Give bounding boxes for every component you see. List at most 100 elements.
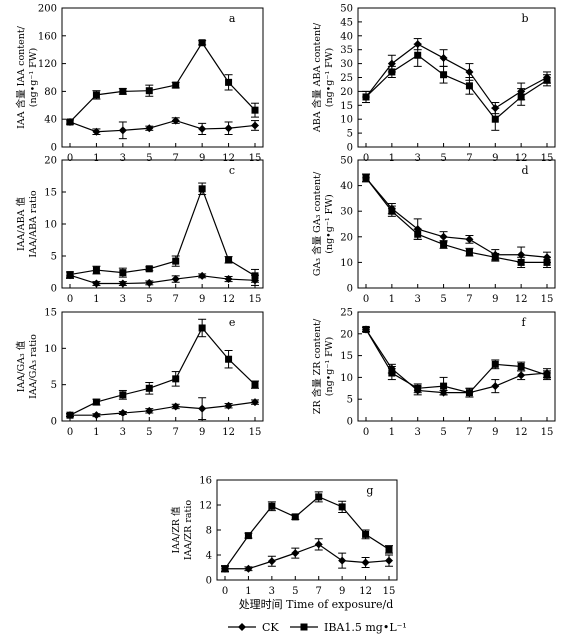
- data-point: [251, 121, 259, 130]
- data-point: [119, 269, 127, 277]
- y-tick-label: 8: [206, 526, 212, 537]
- data-point: [92, 398, 100, 406]
- y-axis-label: (ng•g⁻¹ FW): [28, 48, 39, 108]
- series-ck: [362, 325, 551, 398]
- x-tick-label: 9: [199, 294, 205, 305]
- data-point: [491, 360, 499, 368]
- data-point: [315, 493, 323, 501]
- x-tick-label: 0: [67, 153, 73, 164]
- y-tick-label: 5: [51, 380, 57, 391]
- y-tick-label: 50: [340, 4, 353, 15]
- data-point: [66, 411, 74, 419]
- series-iba: [362, 173, 551, 269]
- data-point: [465, 235, 474, 244]
- x-tick-label: 5: [146, 427, 152, 438]
- data-point: [221, 565, 229, 573]
- series-line: [69, 326, 256, 416]
- panel-letter: g: [366, 484, 373, 497]
- legend-iba-square-icon: [300, 623, 308, 631]
- series-line: [365, 329, 548, 394]
- y-tick-label: 25: [340, 73, 353, 84]
- data-point: [118, 279, 127, 288]
- data-point: [491, 382, 500, 391]
- legend: CK IBA1.5 mg•L⁻¹: [228, 621, 407, 634]
- series-iba: [66, 182, 259, 283]
- data-point: [172, 257, 180, 265]
- series-line: [365, 43, 548, 109]
- y-axis-label: GA₃ 含量 GA₃ content/: [311, 171, 323, 276]
- data-point: [338, 503, 346, 511]
- y-tick-label: 35: [340, 45, 353, 56]
- x-tick-label: 3: [415, 153, 421, 164]
- x-tick-label: 3: [120, 427, 126, 438]
- x-tick-label: 5: [146, 153, 152, 164]
- series-ck: [362, 173, 551, 263]
- data-point: [387, 59, 396, 68]
- y-axis-label: IAA/GA₃ ratio: [28, 334, 39, 399]
- data-point: [267, 557, 276, 566]
- data-point: [361, 558, 370, 567]
- x-tick-label: 0: [363, 153, 369, 164]
- y-tick-label: 10: [340, 373, 353, 384]
- data-point: [338, 556, 347, 565]
- y-tick-label: 200: [38, 4, 57, 15]
- data-point: [119, 87, 127, 95]
- y-tick-label: 25: [340, 308, 353, 319]
- plot-frame: [61, 159, 264, 289]
- data-point: [414, 51, 422, 59]
- y-axis-label: IAA/ABA 值: [15, 197, 27, 251]
- y-tick-label: 5: [347, 129, 353, 140]
- y-axis-label: IAA 含量 IAA content/: [15, 25, 27, 129]
- y-tick-label: 40: [44, 115, 57, 126]
- data-point: [491, 253, 499, 261]
- x-tick-label: 7: [173, 427, 179, 438]
- x-tick-label: 9: [492, 294, 498, 305]
- data-point: [92, 411, 101, 420]
- y-axis-label: IAA/ABA ratio: [28, 190, 39, 257]
- data-point: [66, 118, 74, 126]
- series-iba: [362, 325, 551, 398]
- data-point: [244, 532, 252, 540]
- y-tick-label: 30: [340, 59, 353, 70]
- y-tick-label: 0: [51, 284, 57, 295]
- data-point: [92, 127, 101, 136]
- y-tick-label: 10: [44, 220, 57, 231]
- data-point: [119, 391, 127, 399]
- y-tick-label: 5: [347, 395, 353, 406]
- x-tick-label: 5: [440, 294, 446, 305]
- data-point: [543, 258, 551, 266]
- x-tick-label: 7: [173, 153, 179, 164]
- series-line: [69, 274, 256, 285]
- y-tick-label: 160: [38, 31, 57, 42]
- data-point: [198, 39, 206, 47]
- data-point: [362, 93, 370, 101]
- series-line: [70, 401, 256, 416]
- panel-letter: f: [522, 316, 527, 329]
- data-point: [145, 278, 154, 287]
- series-line: [69, 187, 256, 277]
- series-iba: [362, 43, 551, 131]
- plot-frame: [61, 311, 264, 422]
- x-tick-label: 3: [269, 586, 275, 597]
- data-point: [118, 409, 127, 418]
- y-tick-label: 0: [347, 284, 353, 295]
- x-tick-label: 5: [292, 586, 298, 597]
- data-point: [171, 275, 180, 284]
- x-tick-label: 15: [541, 153, 554, 164]
- y-axis-label: IAA/ZR 值: [170, 506, 182, 553]
- data-point: [465, 82, 473, 90]
- data-point: [440, 71, 448, 79]
- data-point: [414, 384, 422, 392]
- data-point: [145, 406, 154, 415]
- x-tick-label: 9: [492, 153, 498, 164]
- series-line: [69, 119, 256, 133]
- y-tick-label: 0: [51, 417, 57, 428]
- series-line: [365, 329, 548, 394]
- x-tick-label: 9: [199, 427, 205, 438]
- data-point: [225, 256, 233, 264]
- data-point: [66, 271, 74, 279]
- data-point: [465, 67, 474, 76]
